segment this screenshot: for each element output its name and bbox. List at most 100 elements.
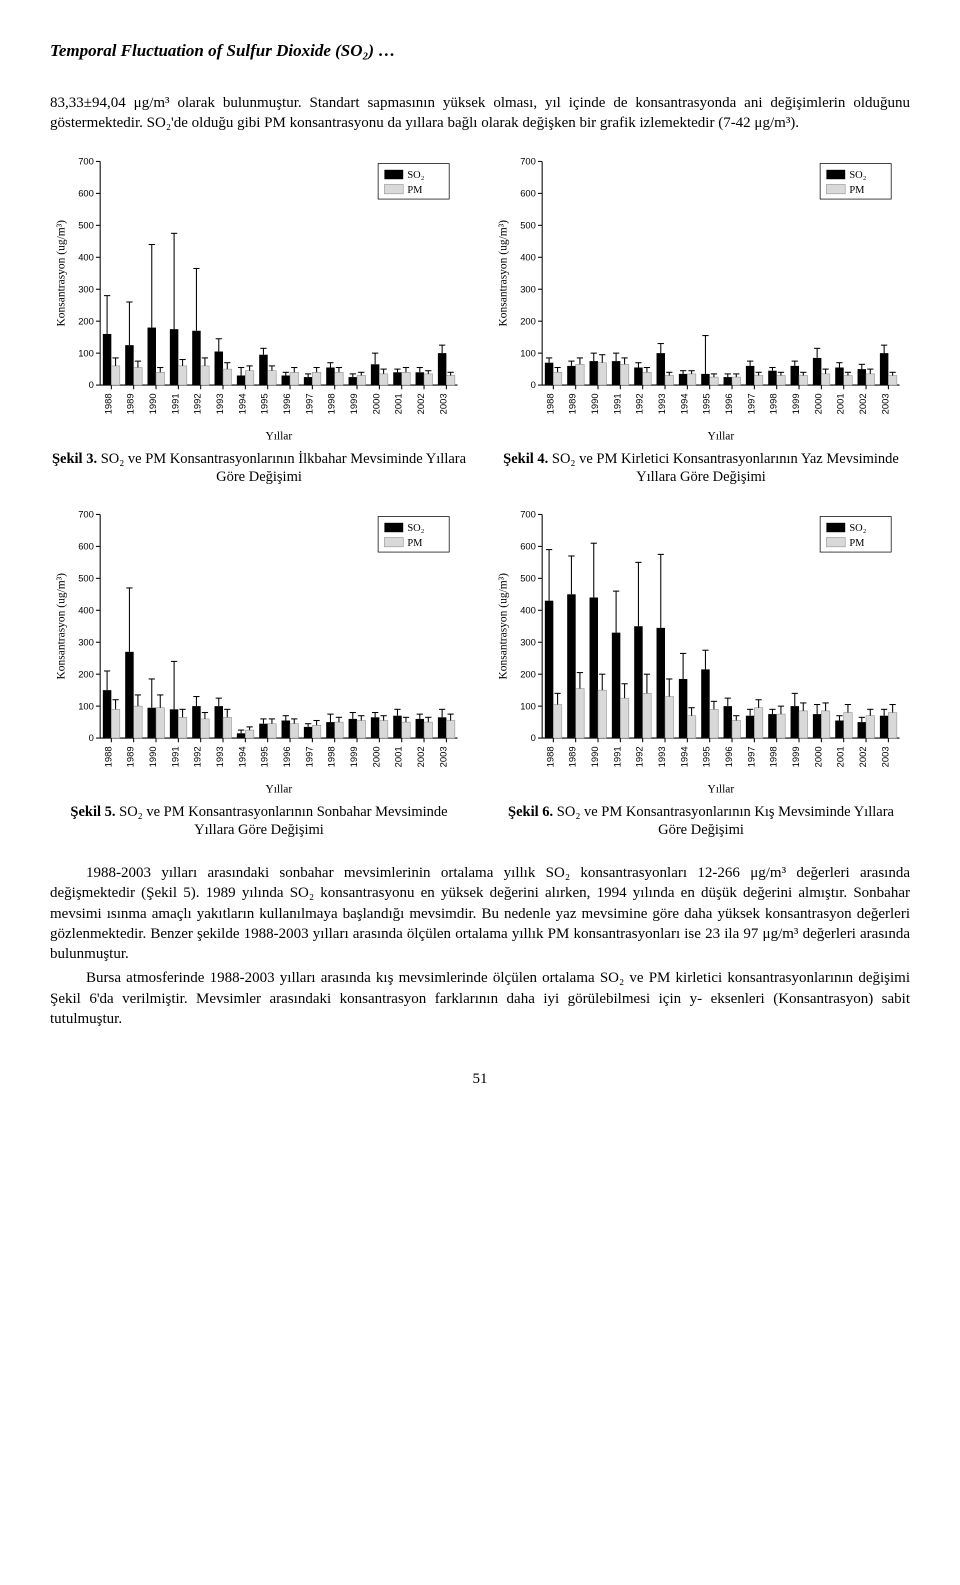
svg-text:PM: PM: [849, 185, 864, 196]
svg-text:1992: 1992: [634, 394, 645, 415]
svg-text:Yıllar: Yıllar: [707, 784, 734, 796]
svg-text:2002: 2002: [857, 394, 868, 415]
svg-text:2003: 2003: [879, 394, 890, 415]
svg-text:2001: 2001: [393, 747, 404, 768]
svg-text:1990: 1990: [147, 394, 158, 415]
svg-text:1989: 1989: [125, 747, 136, 768]
svg-text:2002: 2002: [415, 394, 426, 415]
svg-text:1996: 1996: [723, 394, 734, 415]
svg-text:500: 500: [78, 573, 94, 584]
svg-text:1993: 1993: [656, 394, 667, 415]
svg-text:SO₂: SO₂: [407, 523, 424, 534]
svg-text:1988: 1988: [544, 394, 555, 415]
svg-text:1997: 1997: [303, 747, 314, 768]
svg-text:1988: 1988: [102, 394, 113, 415]
svg-text:1991: 1991: [611, 394, 622, 415]
svg-text:1995: 1995: [701, 747, 712, 768]
svg-text:1997: 1997: [745, 394, 756, 415]
svg-text:300: 300: [520, 284, 536, 295]
svg-text:600: 600: [520, 541, 536, 552]
svg-text:Yıllar: Yıllar: [265, 784, 292, 796]
chart-sekil-3: 0100200300400500600700198819891990199119…: [50, 151, 468, 444]
svg-text:1990: 1990: [589, 747, 600, 768]
svg-text:2001: 2001: [835, 747, 846, 768]
svg-text:400: 400: [78, 605, 94, 616]
svg-text:1998: 1998: [768, 394, 779, 415]
svg-text:SO₂: SO₂: [407, 171, 424, 182]
svg-text:1997: 1997: [303, 394, 314, 415]
svg-text:Yıllar: Yıllar: [265, 431, 292, 443]
svg-text:0: 0: [89, 380, 94, 391]
svg-text:1994: 1994: [236, 747, 247, 768]
svg-text:1995: 1995: [701, 394, 712, 415]
svg-text:1998: 1998: [326, 394, 337, 415]
svg-text:700: 700: [520, 156, 536, 167]
svg-text:1999: 1999: [790, 394, 801, 415]
svg-text:1994: 1994: [678, 394, 689, 415]
svg-text:1991: 1991: [169, 747, 180, 768]
chart-cell-3: 0100200300400500600700198819891990199119…: [50, 151, 468, 486]
svg-text:400: 400: [520, 252, 536, 263]
svg-text:1989: 1989: [567, 394, 578, 415]
svg-text:300: 300: [78, 284, 94, 295]
svg-text:200: 200: [520, 669, 536, 680]
svg-text:1991: 1991: [169, 394, 180, 415]
page-number: 51: [50, 1069, 910, 1089]
caption-sekil-5: Şekil 5. SO₂ ve PM Konsantrasyonlarının …: [50, 803, 468, 839]
svg-text:600: 600: [520, 188, 536, 199]
svg-text:300: 300: [520, 637, 536, 648]
svg-text:200: 200: [78, 669, 94, 680]
svg-text:Konsantrasyon (ug/m³): Konsantrasyon (ug/m³): [498, 573, 510, 680]
svg-text:1999: 1999: [348, 394, 359, 415]
svg-text:SO₂: SO₂: [849, 523, 866, 534]
svg-text:0: 0: [89, 732, 94, 743]
chart-sekil-5: 0100200300400500600700198819891990199119…: [50, 504, 468, 797]
svg-text:PM: PM: [849, 538, 864, 549]
svg-text:300: 300: [78, 637, 94, 648]
svg-text:500: 500: [520, 220, 536, 231]
caption-sekil-6: Şekil 6. SO₂ ve PM Konsantrasyonlarının …: [492, 803, 910, 839]
chart-cell-6: 0100200300400500600700198819891990199119…: [492, 504, 910, 839]
svg-text:SO₂: SO₂: [849, 171, 866, 182]
svg-text:700: 700: [78, 509, 94, 520]
paragraph-1: 83,33±94,04 μg/m³ olarak bulunmuştur. St…: [50, 93, 910, 134]
chart-cell-4: 0100200300400500600700198819891990199119…: [492, 151, 910, 486]
svg-text:Yıllar: Yıllar: [707, 431, 734, 443]
svg-text:2000: 2000: [370, 747, 381, 768]
chart-sekil-6: 0100200300400500600700198819891990199119…: [492, 504, 910, 797]
svg-text:Konsantrasyon (ug/m³): Konsantrasyon (ug/m³): [56, 573, 68, 680]
caption-sekil-4: Şekil 4. SO₂ ve PM Kirletici Konsantrasy…: [492, 450, 910, 486]
svg-text:1994: 1994: [678, 747, 689, 768]
svg-text:100: 100: [520, 701, 536, 712]
svg-text:1988: 1988: [544, 747, 555, 768]
svg-text:100: 100: [78, 701, 94, 712]
svg-text:1993: 1993: [656, 747, 667, 768]
svg-text:600: 600: [78, 541, 94, 552]
svg-text:2002: 2002: [415, 747, 426, 768]
svg-text:1994: 1994: [236, 394, 247, 415]
svg-text:2000: 2000: [812, 394, 823, 415]
svg-text:1999: 1999: [790, 747, 801, 768]
svg-text:200: 200: [78, 316, 94, 327]
svg-text:PM: PM: [407, 185, 422, 196]
chart-cell-5: 0100200300400500600700198819891990199119…: [50, 504, 468, 839]
chart-row-top: 0 100 200 300 400 500 600 700 1988 1989 1990 1991 19…: [50, 151, 910, 486]
svg-text:2000: 2000: [812, 747, 823, 768]
svg-text:2002: 2002: [857, 747, 868, 768]
svg-text:1998: 1998: [768, 747, 779, 768]
svg-text:1992: 1992: [192, 394, 203, 415]
svg-text:2003: 2003: [879, 747, 890, 768]
svg-text:Konsantrasyon (ug/m³): Konsantrasyon (ug/m³): [56, 220, 68, 327]
chart-sekil-4: 0100200300400500600700198819891990199119…: [492, 151, 910, 444]
svg-text:1995: 1995: [259, 394, 270, 415]
svg-text:1998: 1998: [326, 747, 337, 768]
svg-text:2000: 2000: [370, 394, 381, 415]
svg-text:1996: 1996: [723, 747, 734, 768]
caption-sekil-3: Şekil 3. SO₂ ve PM Konsantrasyonlarının …: [50, 450, 468, 486]
svg-text:1996: 1996: [281, 747, 292, 768]
svg-text:1995: 1995: [259, 747, 270, 768]
svg-text:100: 100: [520, 348, 536, 359]
svg-text:0: 0: [531, 732, 536, 743]
svg-text:100: 100: [78, 348, 94, 359]
svg-text:Konsantrasyon (ug/m³): Konsantrasyon (ug/m³): [498, 220, 510, 327]
